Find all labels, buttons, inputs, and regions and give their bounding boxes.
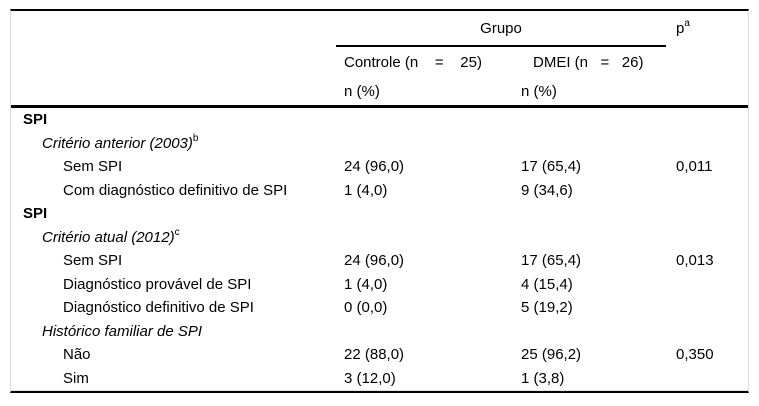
header-controle-label: Controle (n = 25) [344, 53, 482, 71]
table-row-section: SPI [11, 107, 748, 132]
cell-dmei: 17 (65,4) [521, 158, 582, 175]
row-label: SPI [23, 205, 48, 222]
table-row: Com diagnóstico definitivo de SPI 1 (4,0… [11, 179, 748, 203]
table-row-subsection: Histórico familiar de SPI [11, 320, 748, 344]
row-label-cell: Com diagnóstico definitivo de SPI [11, 179, 336, 203]
cell-dmei [513, 226, 666, 250]
row-label-cell: Sem SPI [11, 155, 336, 179]
row-label: Diagnóstico provável de SPI [63, 275, 252, 293]
group-label: Grupo [480, 19, 522, 37]
header-row-units: n (%) n (%) [11, 77, 748, 107]
row-label: Critério atual (2012) [42, 228, 175, 246]
cell-p: 0,013 [676, 252, 714, 269]
table-row: Diagnóstico provável de SPI 1 (4,0) 4 (1… [11, 273, 748, 297]
table-row: Sim 3 (12,0) 1 (3,8) [11, 366, 749, 391]
header-dmei-units: n (%) [521, 82, 557, 100]
row-label-cell: Sem SPI [11, 249, 336, 273]
header-empty-cell [11, 46, 336, 77]
cell-controle [336, 226, 513, 250]
table-header: Grupo pa Controle (n = 25) DMEI (n = 26)… [11, 11, 749, 107]
row-label-cell: Critério atual (2012)c [11, 226, 336, 250]
cell-dmei: 17 (65,4) [521, 252, 582, 269]
table-row: Não 22 (88,0) 25 (96,2) 0,350 [11, 343, 748, 367]
cell-dmei: 25 (96,2) [521, 346, 582, 363]
table-row-subsection: Critério anterior (2003)b [11, 132, 748, 156]
row-label-cell: Histórico familiar de SPI [11, 320, 336, 344]
cell-controle [336, 132, 513, 156]
header-p-cell: pa [666, 11, 748, 46]
cell-controle: 1 (4,0) [344, 275, 388, 293]
cell-p: 0,350 [676, 346, 714, 363]
header-group-cell: Grupo [336, 11, 667, 47]
p-superscript: a [684, 18, 690, 29]
cell-dmei: 1 (3,8) [513, 366, 667, 391]
spi-comparison-table: Grupo pa Controle (n = 25) DMEI (n = 26)… [11, 11, 749, 391]
header-row-subgroups: Controle (n = 25) DMEI (n = 26) [11, 46, 748, 77]
comparison-table-container: Grupo pa Controle (n = 25) DMEI (n = 26)… [10, 9, 749, 393]
cell-p [666, 226, 748, 250]
cell-p [666, 296, 748, 320]
row-label: Sem SPI [63, 158, 123, 175]
cell-controle [336, 320, 513, 344]
cell-dmei [513, 320, 666, 344]
cell-dmei [513, 107, 666, 132]
row-label: Diagnóstico definitivo de SPI [63, 299, 254, 316]
header-empty-cell [11, 11, 336, 46]
cell-controle: 24 (96,0) [344, 252, 405, 269]
cell-p [666, 179, 748, 203]
row-label: Com diagnóstico definitivo de SPI [63, 181, 288, 199]
cell-controle: 1 (4,0) [344, 181, 388, 199]
header-empty-cell [666, 46, 748, 77]
row-label-cell: SPI [11, 107, 336, 132]
cell-dmei [513, 202, 666, 226]
row-label: Não [63, 346, 91, 363]
table-row-subsection: Critério atual (2012)c [11, 226, 748, 250]
cell-p [666, 107, 748, 132]
row-label: Sem SPI [63, 252, 123, 269]
cell-p [666, 202, 748, 226]
row-label-cell: Sim [11, 366, 336, 391]
row-superscript: b [192, 132, 199, 144]
row-label-cell: Critério anterior (2003)b [11, 132, 336, 156]
cell-p [666, 366, 749, 391]
row-label-cell: Não [11, 343, 336, 367]
table-row: Sem SPI 24 (96,0) 17 (65,4) 0,013 [11, 249, 748, 273]
row-label-cell: Diagnóstico definitivo de SPI [11, 296, 336, 320]
table-row: Diagnóstico definitivo de SPI 0 (0,0) 5 … [11, 296, 748, 320]
row-label-cell: SPI [11, 202, 336, 226]
header-dmei-label: DMEI (n = 26) [533, 53, 644, 71]
cell-dmei: 4 (15,4) [521, 275, 573, 293]
cell-controle: 24 (96,0) [344, 158, 405, 175]
cell-p [666, 320, 748, 344]
header-empty-cell [666, 77, 748, 107]
table-row-section: SPI [11, 202, 748, 226]
row-label-cell: Diagnóstico provável de SPI [11, 273, 336, 297]
cell-controle: 22 (88,0) [344, 346, 405, 363]
row-label: Histórico familiar de SPI [42, 322, 203, 340]
row-label: Critério anterior (2003) [42, 134, 193, 152]
header-empty-cell [11, 77, 336, 107]
cell-dmei [513, 132, 666, 156]
cell-dmei: 5 (19,2) [521, 299, 573, 316]
row-label: SPI [23, 111, 48, 128]
table-body: SPI Critério anterior (2003)b Sem SPI 24… [11, 107, 749, 391]
cell-controle [336, 107, 513, 132]
header-controle-units: n (%) [344, 82, 380, 100]
table-row: Sem SPI 24 (96,0) 17 (65,4) 0,011 [11, 155, 748, 179]
p-label: p [676, 20, 685, 37]
cell-dmei: 9 (34,6) [521, 181, 573, 199]
row-superscript: c [174, 226, 180, 238]
cell-p [666, 273, 748, 297]
cell-controle: 3 (12,0) [336, 366, 513, 391]
cell-p [666, 132, 748, 156]
header-row-group: Grupo pa [11, 11, 748, 47]
cell-controle [336, 202, 513, 226]
row-label: Sim [63, 369, 89, 387]
cell-controle: 0 (0,0) [344, 299, 388, 316]
cell-p: 0,011 [676, 158, 713, 175]
